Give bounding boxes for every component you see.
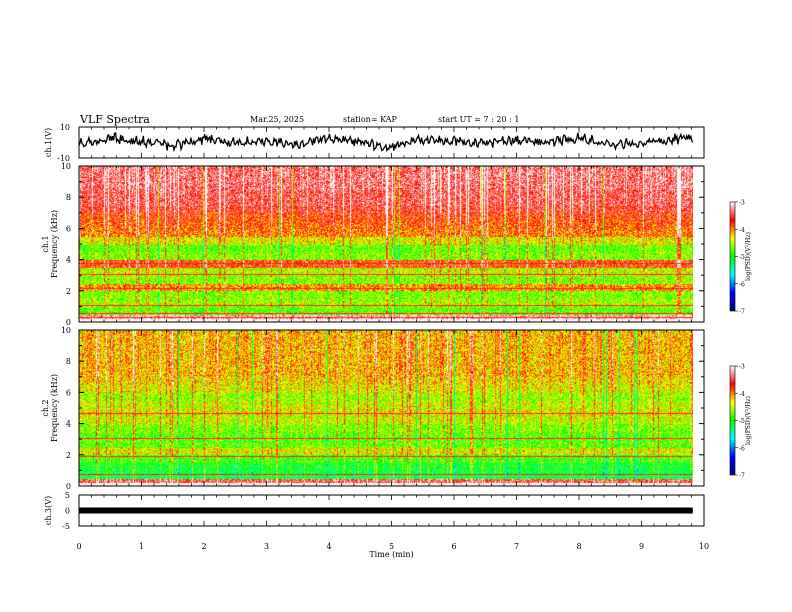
colorbar-tick-label: -3: [739, 364, 745, 371]
colorbar-tick-label: -5: [739, 254, 745, 261]
ch3-ytick-label: -5: [62, 522, 70, 531]
colorbar-tick-label: -5: [739, 418, 745, 425]
ch2-freq-tick-label: 8: [66, 357, 71, 366]
ch1-ytick-label: -10: [57, 154, 70, 163]
ch2-freq-tick-label: 6: [66, 388, 71, 397]
spectrogram-ch2-image: [79, 330, 693, 486]
x-tick-label: 3: [264, 542, 269, 551]
date-label: Mar.25, 2025: [250, 115, 305, 124]
colorbar-tick-label: -7: [739, 473, 745, 480]
ch1-freq-tick-label: 2: [66, 287, 71, 296]
spectrogram-ch1-image: [79, 166, 693, 322]
ch2-freq-axis-label: Frequency (kHz): [50, 374, 59, 442]
colorbar-tick-label: -6: [739, 445, 745, 452]
colorbar-tick-label: -3: [739, 200, 745, 207]
ch2-channel-label: ch.2: [41, 399, 50, 416]
colorbar-label: log(PSD)(V²/Hz): [745, 232, 752, 281]
ch2-freq-tick-label: 4: [66, 420, 71, 429]
ch2-freq-tick-label: 2: [66, 451, 71, 460]
start-time-label: start UT = 7 : 20 : 1: [438, 115, 520, 124]
ch1-freq-tick-label: 4: [66, 256, 71, 265]
x-tick-label: 6: [451, 542, 456, 551]
chart-title: VLF Spectra: [80, 113, 150, 126]
ch2-freq-tick-label: 10: [61, 326, 71, 335]
ch1-freq-tick-label: 10: [61, 162, 71, 171]
ch1-waveform-ylabel: ch.1(V): [44, 128, 53, 157]
x-tick-label: 0: [76, 542, 81, 551]
x-tick-label: 2: [201, 542, 206, 551]
colorbar-ch1: [729, 201, 736, 312]
station-label: station= KAP: [343, 115, 397, 124]
ch1-ytick-label: 10: [60, 123, 70, 132]
colorbar-tick-label: -4: [739, 391, 745, 398]
colorbar-label: log(PSD)(V²/Hz): [745, 396, 752, 445]
x-tick-label: 5: [389, 542, 394, 551]
colorbar-tick-label: -6: [739, 281, 745, 288]
ch3-ytick-label: 0: [65, 507, 70, 516]
x-axis-label: Time (min): [369, 550, 413, 559]
ch3-ytick-label: 5: [65, 491, 70, 500]
x-tick-label: 9: [639, 542, 644, 551]
ch1-freq-tick-label: 0: [66, 318, 71, 327]
ch1-freq-tick-label: 8: [66, 193, 71, 202]
x-tick-label: 7: [514, 542, 519, 551]
x-tick-label: 4: [326, 542, 331, 551]
colorbar-ch2: [729, 365, 736, 476]
ch1-freq-axis-label: Frequency (kHz): [50, 210, 59, 278]
ch3-waveform-ylabel: ch.3(V): [44, 496, 53, 525]
colorbar-tick-label: -7: [739, 309, 745, 316]
x-tick-label: 8: [576, 542, 581, 551]
x-tick-label: 1: [139, 542, 144, 551]
x-tick-label: 10: [699, 542, 709, 551]
ch2-freq-tick-label: 0: [66, 482, 71, 491]
colorbar-tick-label: -4: [739, 227, 745, 234]
ch1-channel-label: ch.1: [41, 235, 50, 252]
ch1-freq-tick-label: 6: [66, 224, 71, 233]
ch1-waveform-line: [78, 131, 694, 153]
